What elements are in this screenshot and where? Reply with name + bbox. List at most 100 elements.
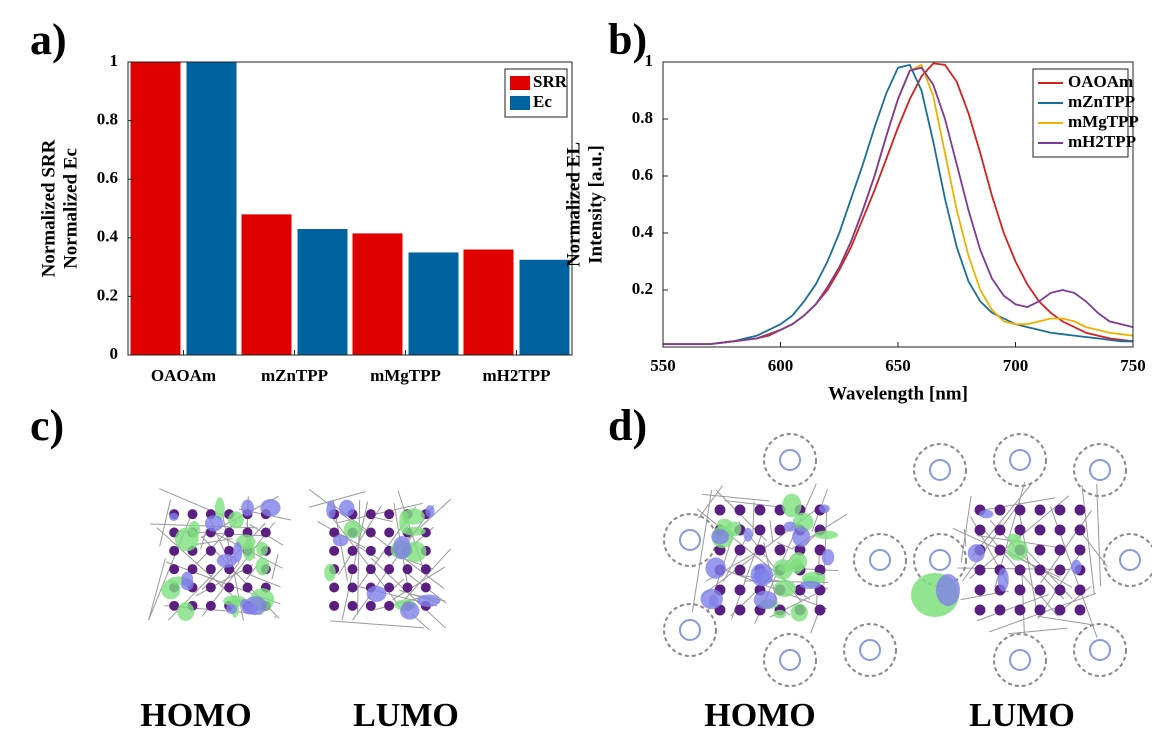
orbital-lobe [778,564,793,572]
y-tick-label: 0.4 [632,222,654,241]
porphyrin [994,434,1046,486]
orbital-lobe [791,604,808,622]
orbital-lobe [754,569,763,582]
orbital-lobe [399,510,409,533]
atom [243,583,253,593]
atom [975,525,986,536]
orbital-lobe [344,520,362,538]
bond [725,500,782,507]
x-tick-label: 600 [768,356,794,375]
atom [206,546,216,556]
x-tick-label: 650 [885,356,911,375]
bond [358,500,360,615]
x-tick-label: mMgTPP [370,366,441,385]
bar [298,229,348,355]
y-tick-label: 0.2 [632,279,653,298]
x-tick-label: 750 [1120,356,1146,375]
atom [755,525,766,536]
orbital-lobe [205,515,224,531]
atom [403,583,413,593]
porphyrin-core [1090,640,1110,660]
orbital-lobe [819,504,830,513]
orbital-lobe [782,494,801,518]
atom [1075,585,1086,596]
atom [384,509,394,519]
atom [1035,505,1046,516]
x-axis-label: Wavelength [nm] [828,383,968,404]
orbital-label: HOMO [140,697,251,734]
orbital-lobe [226,604,237,614]
porphyrin-core [930,550,950,570]
orbital-lobe [175,527,199,551]
porphyrin-core [860,640,880,660]
y-tick-label: 0.4 [97,227,119,246]
bond [770,520,773,542]
atom [735,505,746,516]
orbital-lobe [744,528,753,542]
orbital-lobe [228,511,244,528]
orbital-lobe [181,572,193,587]
atom [1075,525,1086,536]
bar [131,62,181,355]
orbital-lobe [998,568,1009,592]
atom [188,509,198,519]
panel-label: b) [608,15,647,64]
atom [206,583,216,593]
orbital-lobe [260,499,280,517]
porphyrin-core [1120,550,1140,570]
orbital-lobe [425,505,434,517]
atom [735,605,746,616]
orbital-lobe [240,599,249,609]
y-tick-label: 0.8 [632,108,653,127]
bar [187,62,237,355]
atom [421,583,431,593]
molecule-images [149,434,1152,686]
atom [1055,585,1066,596]
x-tick-label: 700 [1003,356,1029,375]
y-tick-label: 0 [110,344,119,363]
atom [735,565,746,576]
orbital-lobe [800,581,821,589]
y-axis-label: Normalized Ec [60,148,81,269]
atom [995,525,1006,536]
orbital-lobe [1071,560,1082,575]
atom [735,585,746,596]
atom [1075,605,1086,616]
x-tick-label: OAOAm [151,366,216,385]
legend-label: SRR [533,72,568,91]
atom [366,601,376,611]
orbital-lobe [241,500,254,517]
atom [366,528,376,538]
bond [330,621,424,628]
atom [1015,565,1026,576]
atom [1015,605,1026,616]
atom [755,505,766,516]
porphyrin-core [1010,650,1030,670]
orbital-lobe [711,529,729,544]
atom [329,583,339,593]
atom [243,564,253,574]
atom [403,564,413,574]
atom [975,565,986,576]
orbital-lobe [979,510,993,519]
y-tick-label: 1 [110,51,119,70]
atom [348,583,358,593]
atom [1035,565,1046,576]
bond [1082,485,1094,594]
orbital-lobe [705,557,725,578]
porphyrin [1104,534,1152,586]
porphyrin-core [1010,450,1030,470]
atom [224,583,234,593]
atom [995,605,1006,616]
porphyrin-core [780,450,800,470]
atom [755,545,766,556]
porphyrin-core [1090,460,1110,480]
atom [421,564,431,574]
atom [735,545,746,556]
legend-label: Ec [533,92,552,111]
orbital-lobe [774,580,796,597]
atom [224,528,234,538]
bond [1097,484,1101,586]
y-tick-label: 0.6 [97,168,118,187]
porphyrin [1074,624,1126,676]
